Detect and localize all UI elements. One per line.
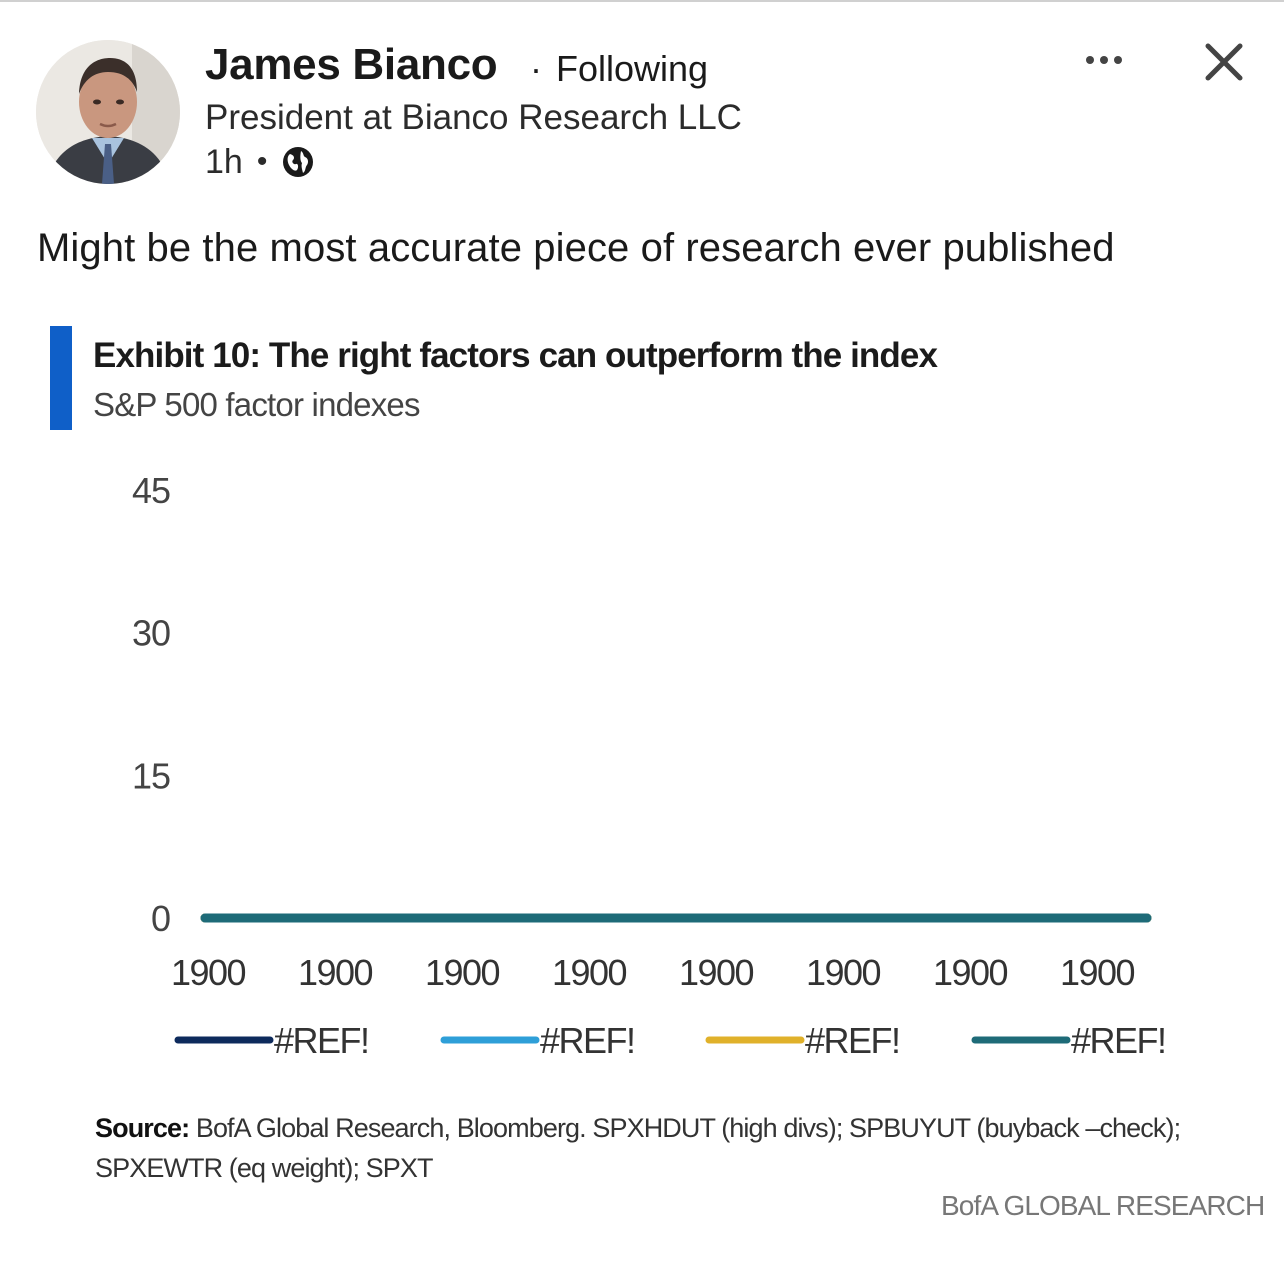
follow-status[interactable]: · Following [530, 48, 708, 90]
follow-status-label: Following [556, 48, 709, 89]
y-tick-label: 15 [132, 755, 170, 796]
author-headline: President at Bianco Research LLC [205, 98, 742, 137]
chart-subtitle: S&P 500 factor indexes [93, 386, 420, 423]
chart-title: Exhibit 10: The right factors can outper… [93, 336, 938, 375]
x-tick-label: 1900 [425, 952, 500, 993]
y-tick-label: 0 [151, 898, 170, 939]
x-tick-label: 1900 [806, 952, 881, 993]
legend-label-4: #REF! [1071, 1020, 1166, 1061]
source-label: Source: [95, 1113, 190, 1143]
post-meta: 1h • [205, 142, 315, 182]
x-tick-label: 1900 [171, 952, 246, 993]
source-note: Source: BofA Global Research, Bloomberg.… [95, 1108, 1205, 1188]
separator-dot: • [256, 145, 268, 178]
author-avatar[interactable] [36, 40, 180, 184]
more-dot [1100, 56, 1108, 64]
top-divider [0, 0, 1284, 2]
legend-label-2: #REF! [540, 1020, 635, 1061]
y-tick-label: 30 [132, 613, 170, 654]
x-tick-label: 1900 [1060, 952, 1135, 993]
avatar-photo [36, 40, 180, 184]
more-dot [1114, 56, 1122, 64]
globe-icon [281, 145, 315, 179]
legend-label-3: #REF! [805, 1020, 900, 1061]
post-text: Might be the most accurate piece of rese… [37, 226, 1115, 270]
exhibit-accent-bar [50, 326, 72, 430]
close-button[interactable] [1198, 36, 1250, 88]
x-tick-label: 1900 [298, 952, 373, 993]
x-tick-label: 1900 [679, 952, 754, 993]
post-image[interactable] [0, 300, 1284, 1281]
more-horizontal-icon [1086, 56, 1094, 64]
more-options-button[interactable] [1078, 42, 1130, 78]
brand-label: BofA GLOBAL RESEARCH [941, 1190, 1265, 1221]
x-tick-label: 1900 [933, 952, 1008, 993]
separator-dot: · [530, 48, 542, 89]
author-name[interactable]: James Bianco [205, 40, 498, 89]
source-text: BofA Global Research, Bloomberg. SPXHDUT… [95, 1113, 1181, 1183]
post-timestamp: 1h [205, 142, 243, 181]
legend-label-1: #REF! [274, 1020, 369, 1061]
line-chart: 0 15 30 45 1900 1900 1900 1900 1900 1900 1900 1900 #… [132, 470, 1167, 1061]
y-tick-label: 45 [132, 470, 170, 511]
x-tick-label: 1900 [552, 952, 627, 993]
close-icon [1205, 43, 1243, 81]
